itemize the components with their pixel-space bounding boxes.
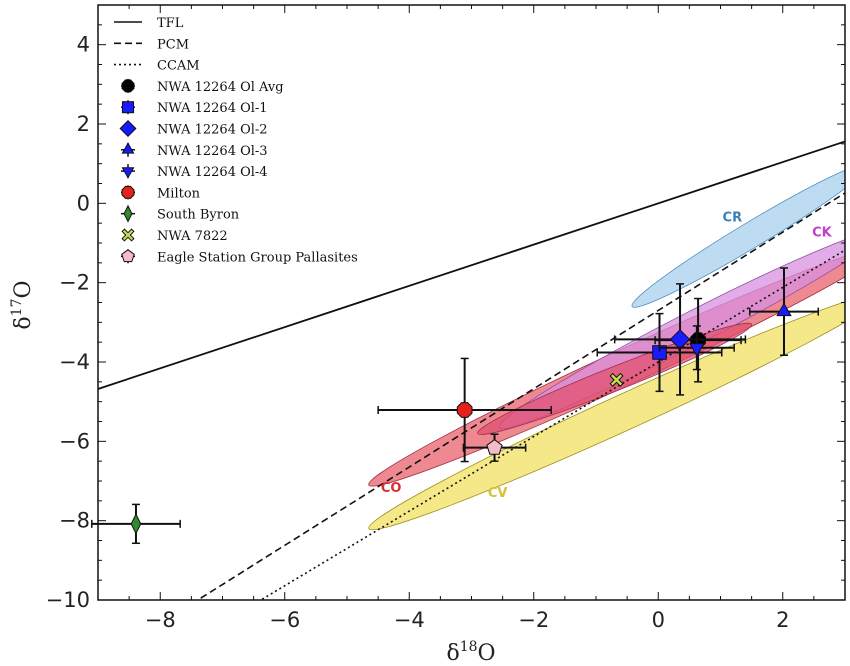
marker-diamond	[669, 329, 691, 350]
region-label-cv: CV	[488, 486, 508, 501]
marker-triangle-down	[689, 343, 705, 357]
legend: TFL PCM CCAM NWA 12264 Ol Avg NWA 12264 Ol-1…	[114, 16, 358, 265]
y-tick-label: 2	[77, 112, 90, 136]
point-nwa-12264-ol-3	[749, 267, 819, 357]
marker-pentagon	[486, 439, 503, 455]
x-tick-label: 2	[776, 608, 789, 632]
x-axis-label: δ18O	[446, 639, 495, 666]
point-south-byron	[91, 503, 181, 545]
y-tick-label: 0	[77, 191, 90, 215]
marker-diamond	[119, 119, 137, 138]
legend-item: Eagle Station Group Pallasites	[121, 249, 358, 265]
x-tick-label: −4	[394, 608, 425, 632]
legend-item: NWA 7822	[121, 228, 228, 244]
pcm-line	[196, 192, 845, 600]
marker-octagon	[121, 185, 135, 199]
legend-label: CCAM	[157, 59, 200, 74]
marker-triangle-up	[121, 142, 135, 154]
region-label-co: CO	[381, 481, 402, 496]
point-nwa-12264-ol-2	[613, 283, 747, 396]
x-tick-label: −8	[145, 608, 176, 632]
x-tick-label: −6	[269, 608, 300, 632]
y-tick-label: −6	[59, 429, 90, 453]
legend-item: NWA 12264 Ol-1	[121, 100, 268, 116]
point-milton	[377, 357, 552, 463]
region-label-ck: CK	[812, 225, 833, 240]
region-cr	[631, 162, 845, 308]
marker-octagon	[456, 402, 473, 418]
marker-thin-diamond	[123, 204, 133, 223]
legend-item: NWA 12264 Ol-4	[121, 164, 268, 180]
point-eagle-station-group-pallasites	[462, 433, 527, 462]
legend-item: NWA 12264 Ol-3	[121, 142, 268, 159]
legend-label: NWA 12264 Ol-3	[157, 144, 268, 159]
y-tick-label: −10	[46, 588, 90, 612]
point-nwa-12264-ol-1	[596, 312, 723, 393]
y-tick-label: 4	[77, 33, 90, 57]
point-nwa-12264-ol-4	[658, 325, 735, 371]
data-points	[91, 267, 819, 545]
x-tick-label: −2	[518, 608, 549, 632]
legend-item: NWA 12264 Ol Avg	[121, 78, 284, 95]
legend-label: NWA 12264 Ol Avg	[157, 80, 284, 95]
y-tick-label: −4	[59, 350, 90, 374]
region-label-cr: CR	[723, 211, 743, 226]
marker-x	[609, 372, 624, 387]
axes: −8 −6 −4 −2 0 2 −10 −8 −6 −4 −2 0 2 4	[46, 4, 846, 632]
region-cv	[368, 293, 845, 531]
marker-square	[121, 101, 135, 114]
legend-label: NWA 12264 Ol-1	[157, 101, 268, 116]
legend-label: TFL	[157, 16, 184, 31]
legend-label: PCM	[157, 37, 189, 52]
legend-item: Milton	[121, 185, 201, 201]
legend-label: NWA 7822	[157, 229, 228, 244]
fractionation-lines	[98, 140, 845, 600]
marker-x	[121, 228, 135, 242]
legend-label: Milton	[157, 186, 201, 201]
marker-pentagon	[121, 249, 135, 263]
chondrite-regions	[368, 162, 845, 531]
marker-triangle-down	[121, 167, 135, 179]
legend-label: NWA 12264 Ol-2	[157, 123, 268, 138]
y-axis-label: δ17O	[9, 280, 36, 329]
tfl-line	[98, 140, 845, 390]
marker-triangle-up	[776, 302, 792, 317]
marker-octagon	[121, 79, 135, 93]
legend-item: NWA 12264 Ol-2	[119, 119, 268, 138]
legend-item: South Byron	[121, 204, 240, 223]
y-tick-label: −8	[59, 509, 90, 533]
marker-thin-diamond	[130, 513, 142, 535]
x-tick-label: 0	[652, 608, 665, 632]
legend-label: NWA 12264 Ol-4	[157, 165, 268, 180]
point-nwa-7822	[609, 372, 624, 387]
y-tick-label: −2	[59, 271, 90, 295]
legend-label: Eagle Station Group Pallasites	[157, 250, 358, 265]
legend-label: South Byron	[157, 208, 240, 223]
